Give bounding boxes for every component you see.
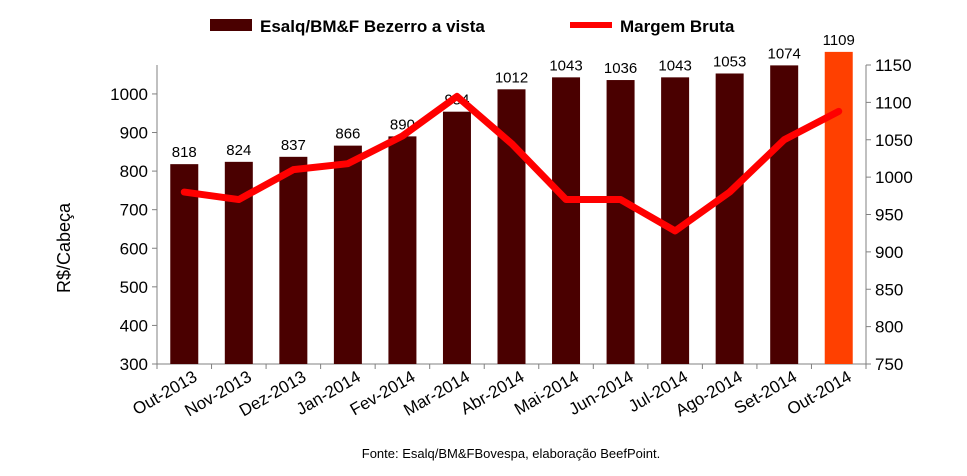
bar-0 bbox=[170, 164, 199, 364]
right-axis-ticks: 750 800 850 900 950 1000 1050 1100 1150 bbox=[866, 56, 913, 374]
y-axis-title: R$/Cabeça bbox=[54, 202, 74, 293]
bar-data-label: 1036 bbox=[604, 60, 637, 77]
left-tick-label: 400 bbox=[120, 316, 148, 335]
line-point bbox=[837, 109, 841, 113]
bar-11 bbox=[770, 65, 799, 364]
left-tick-label: 1000 bbox=[110, 85, 148, 104]
legend-swatch-bar bbox=[210, 19, 252, 31]
right-tick-label: 950 bbox=[875, 206, 903, 225]
bar-data-label: 1012 bbox=[495, 69, 528, 86]
bar-7 bbox=[552, 77, 581, 364]
line-point bbox=[237, 198, 241, 202]
bar-data-label: 866 bbox=[335, 126, 360, 143]
line-point bbox=[182, 190, 186, 194]
bar-3 bbox=[333, 145, 362, 364]
right-tick-label: 750 bbox=[875, 355, 903, 374]
source-note: Fonte: Esalq/BM&FBovespa, elaboração Bee… bbox=[362, 446, 660, 461]
left-tick-label: 900 bbox=[120, 124, 148, 143]
bar-4 bbox=[388, 136, 417, 364]
bar-2 bbox=[279, 156, 308, 364]
bar-5 bbox=[442, 111, 471, 364]
right-tick-label: 850 bbox=[875, 280, 903, 299]
line-point bbox=[400, 134, 404, 138]
bar-data-label: 1043 bbox=[549, 57, 582, 74]
right-tick-label: 800 bbox=[875, 318, 903, 337]
line-point bbox=[619, 198, 623, 202]
x-axis-ticks: Out-2013Nov-2013Dez-2013Jan-2014Fev-2014… bbox=[129, 364, 867, 420]
right-tick-label: 1150 bbox=[875, 56, 912, 75]
bar-data-label: 824 bbox=[226, 142, 251, 159]
right-tick-label: 900 bbox=[875, 243, 903, 262]
left-tick-label: 600 bbox=[120, 239, 148, 258]
bar-10 bbox=[715, 73, 744, 365]
bar-data-label: 818 bbox=[172, 144, 197, 161]
left-tick-label: 800 bbox=[120, 162, 148, 181]
line-point bbox=[782, 138, 786, 142]
line-point bbox=[728, 190, 732, 194]
legend-label-bar: Esalq/BM&F Bezerro a vista bbox=[260, 17, 485, 36]
left-tick-label: 700 bbox=[120, 201, 148, 220]
bar-data-label: 1109 bbox=[823, 32, 855, 49]
right-tick-label: 1100 bbox=[875, 93, 912, 112]
bar-12 bbox=[824, 51, 853, 365]
left-tick-label: 300 bbox=[120, 355, 148, 374]
line-point bbox=[510, 141, 513, 145]
line-series bbox=[180, 92, 843, 235]
bar-8 bbox=[606, 80, 635, 365]
bar-data-label: 1043 bbox=[658, 57, 691, 74]
line-point bbox=[564, 198, 568, 202]
line-point bbox=[455, 94, 459, 98]
bar-series bbox=[170, 51, 853, 365]
legend-swatch-line bbox=[570, 22, 612, 28]
right-tick-label: 1050 bbox=[875, 131, 913, 150]
left-tick-label: 500 bbox=[120, 278, 148, 297]
line-point bbox=[346, 162, 350, 166]
line-point bbox=[673, 229, 677, 233]
line-point bbox=[291, 168, 295, 172]
right-tick-label: 1000 bbox=[875, 168, 913, 187]
left-axis-ticks: 300 400 500 600 700 800 900 1000 bbox=[110, 85, 157, 374]
bar-data-label: 1053 bbox=[713, 53, 746, 70]
bar-data-label: 1074 bbox=[768, 45, 801, 62]
legend-label-line: Margem Bruta bbox=[620, 17, 735, 36]
legend: Esalq/BM&F Bezerro a vista Margem Bruta bbox=[210, 17, 735, 36]
bar-data-label: 837 bbox=[281, 137, 306, 154]
